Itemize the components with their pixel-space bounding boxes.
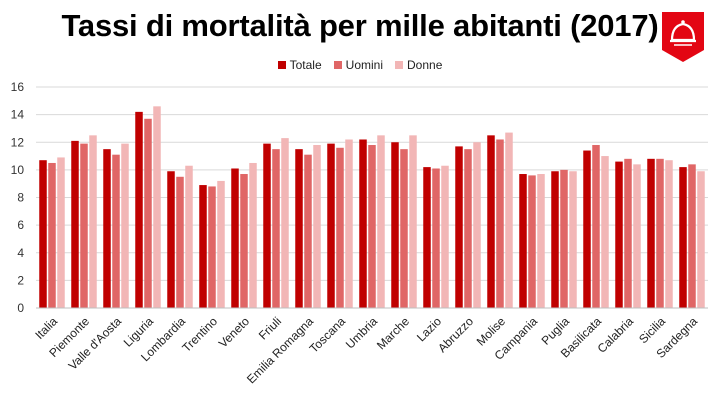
x-tick-label: Calabria xyxy=(595,314,637,356)
x-tick-label: Umbria xyxy=(343,314,380,351)
bar-totale xyxy=(359,139,367,308)
x-tick-label: Toscana xyxy=(307,314,349,356)
y-tick-label: 10 xyxy=(11,163,25,177)
bar-donne xyxy=(89,135,97,308)
bar-donne xyxy=(377,135,385,308)
bar-totale xyxy=(487,135,495,308)
bar-donne xyxy=(537,174,545,308)
bar-totale xyxy=(423,167,431,308)
y-tick-label: 2 xyxy=(17,273,24,287)
bar-totale xyxy=(455,146,463,308)
bar-uomini xyxy=(688,164,696,308)
bar-uomini xyxy=(336,147,344,308)
chart-legend: Totale Uomini Donne xyxy=(0,58,720,72)
legend-item-uomini: Uomini xyxy=(333,58,383,72)
y-tick-label: 4 xyxy=(17,246,24,260)
bar-donne xyxy=(57,157,65,308)
legend-swatch xyxy=(277,61,286,69)
bar-donne xyxy=(633,164,641,308)
bar-uomini xyxy=(240,174,248,308)
bar-uomini xyxy=(624,158,632,308)
x-tick-label: Veneto xyxy=(216,314,253,351)
legend-label: Totale xyxy=(289,58,322,72)
bar-uomini xyxy=(400,149,408,308)
bar-totale xyxy=(519,174,527,308)
bar-donne xyxy=(505,132,513,308)
bar-uomini xyxy=(208,186,216,308)
bar-totale xyxy=(647,158,655,308)
bar-totale xyxy=(263,143,271,308)
bar-donne xyxy=(313,145,321,308)
chart-title: Tassi di mortalità per mille abitanti (2… xyxy=(61,8,659,43)
bar-totale xyxy=(199,185,207,308)
y-tick-label: 16 xyxy=(11,80,25,94)
bar-uomini xyxy=(272,149,280,308)
x-tick-label: Marche xyxy=(374,314,412,352)
y-tick-label: 8 xyxy=(17,191,24,205)
bar-totale xyxy=(71,140,79,308)
legend-item-totale: Totale xyxy=(277,58,322,72)
bar-uomini xyxy=(464,149,472,308)
bar-donne xyxy=(345,139,353,308)
bar-donne xyxy=(217,180,225,308)
bar-donne xyxy=(281,138,289,308)
legend-swatch xyxy=(333,61,342,69)
bar-totale xyxy=(39,160,47,308)
bar-donne xyxy=(697,171,705,308)
legend-item-donne: Donne xyxy=(395,58,442,72)
bar-uomini xyxy=(48,162,56,308)
bar-donne xyxy=(665,160,673,308)
bar-uomini xyxy=(368,145,376,308)
bar-uomini xyxy=(496,139,504,308)
x-tick-label: Italia xyxy=(32,314,60,342)
x-tick-label: Friuli xyxy=(256,314,284,342)
legend-swatch xyxy=(395,61,403,69)
bar-uomini xyxy=(656,158,664,308)
bar-totale xyxy=(231,168,239,308)
bar-totale xyxy=(551,171,559,308)
x-tick-label: Trentino xyxy=(179,314,220,355)
bar-donne xyxy=(249,162,257,308)
bar-donne xyxy=(153,106,161,309)
bar-totale xyxy=(679,167,687,308)
bar-donne xyxy=(601,156,609,308)
bar-donne xyxy=(409,135,417,308)
bar-totale xyxy=(615,161,623,308)
bell-icon xyxy=(662,12,704,62)
bar-uomini xyxy=(432,168,440,308)
legend-label: Uomini xyxy=(345,58,383,72)
y-tick-label: 12 xyxy=(11,135,25,149)
bar-donne xyxy=(185,165,193,308)
bar-totale xyxy=(391,142,399,308)
bar-uomini xyxy=(112,154,120,308)
bar-uomini xyxy=(80,143,88,308)
bar-totale xyxy=(135,111,143,308)
y-tick-label: 6 xyxy=(17,218,24,232)
x-tick-label: Abruzzo xyxy=(435,314,476,355)
bar-donne xyxy=(569,171,577,308)
bar-uomini xyxy=(144,118,152,308)
y-tick-label: 0 xyxy=(17,301,24,315)
bar-uomini xyxy=(592,145,600,308)
bar-uomini xyxy=(560,169,568,308)
bar-uomini xyxy=(176,176,184,308)
bar-totale xyxy=(583,150,591,308)
bar-totale xyxy=(295,149,303,308)
bar-uomini xyxy=(304,154,312,308)
bar-totale xyxy=(103,149,111,308)
bar-donne xyxy=(121,143,129,308)
bar-donne xyxy=(473,142,481,308)
y-tick-label: 14 xyxy=(11,108,25,122)
bar-donne xyxy=(441,165,449,308)
legend-label: Donne xyxy=(407,58,443,72)
bar-totale xyxy=(167,171,175,308)
bar-uomini xyxy=(528,175,536,308)
bar-totale xyxy=(327,143,335,308)
